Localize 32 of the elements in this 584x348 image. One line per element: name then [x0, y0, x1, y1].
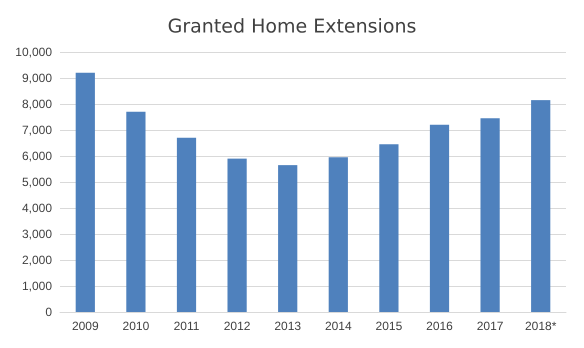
bar [126, 112, 146, 312]
bar [531, 100, 550, 312]
x-tick-label: 2018* [525, 319, 557, 333]
bar [480, 118, 500, 312]
x-tick-label: 2009 [72, 319, 99, 333]
y-tick-label: 5,000 [22, 175, 52, 189]
y-tick-label: 3,000 [22, 227, 52, 241]
bar [379, 144, 399, 312]
bar [76, 72, 95, 312]
y-tick-label: 1,000 [22, 279, 52, 293]
y-tick-label: 0 [45, 305, 52, 319]
bar [227, 158, 247, 312]
y-tick-label: 2,000 [22, 253, 52, 267]
x-tick-label: 2012 [224, 319, 251, 333]
bar [328, 157, 348, 312]
x-tick-label: 2014 [324, 319, 352, 333]
x-tick-label: 2013 [274, 319, 302, 333]
y-tick-label: 4,000 [22, 201, 52, 215]
bar [430, 124, 450, 312]
y-tick-label: 10,000 [15, 45, 52, 59]
x-tick-label: 2016 [426, 319, 454, 333]
y-tick-label: 8,000 [22, 97, 52, 111]
x-tick-label: 2011 [174, 319, 200, 333]
y-tick-label: 9,000 [22, 71, 52, 85]
chart-title: Granted Home Extensions [168, 16, 416, 38]
x-tick-label: 2010 [122, 319, 150, 333]
x-tick-label: 2015 [376, 319, 403, 333]
y-tick-label: 6,000 [22, 149, 52, 163]
bar [176, 138, 196, 312]
bar [278, 165, 298, 312]
x-tick-label: 2017 [476, 319, 504, 333]
y-tick-label: 7,000 [22, 123, 52, 137]
